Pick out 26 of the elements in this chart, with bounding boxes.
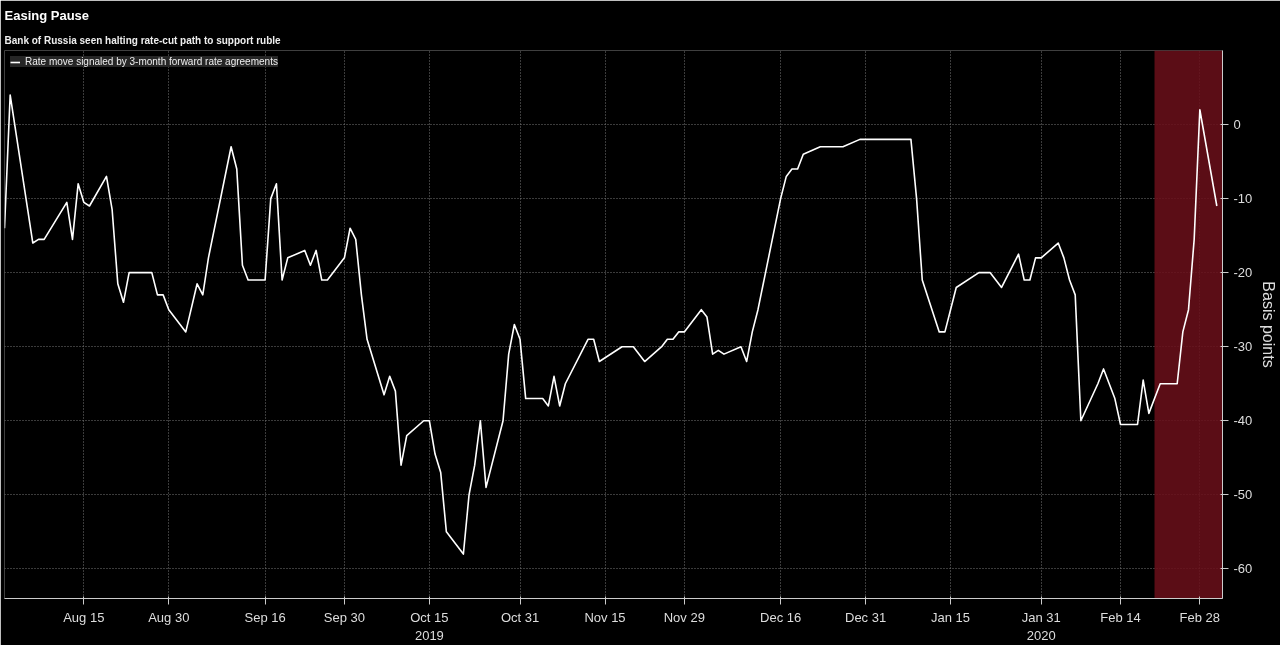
x-tick-label: Sep 30 [323, 609, 366, 625]
x-tick-label: Dec 16 [760, 609, 802, 625]
y-tick-label: -20 [1233, 265, 1253, 281]
y-tick-label: 0 [1233, 117, 1241, 133]
x-tick-label: Oct 15 2019 [410, 609, 449, 643]
x-tick-label: Nov 29 [663, 609, 705, 625]
y-tick-label: -30 [1233, 339, 1253, 355]
x-tick-label: Aug 15 [63, 609, 105, 625]
x-tick-label: Dec 31 [845, 609, 887, 625]
x-tick-label: Oct 31 [500, 609, 540, 625]
x-tick-label: Jan 15 [931, 609, 971, 625]
chart-subtitle: Bank of Russia seen halting rate-cut path to support ruble [4, 34, 282, 46]
y-tick-label: -60 [1233, 561, 1253, 577]
legend-label: Rate move signaled by 3-month forward rate agreements [25, 56, 278, 67]
y-tick-label: -50 [1233, 487, 1253, 503]
y-axis-title: Basis points [1260, 281, 1278, 368]
x-tick-label: Nov 15 [584, 609, 626, 625]
x-tick-label: Jan 31 2020 [1021, 609, 1061, 643]
y-tick-label: -10 [1233, 191, 1253, 207]
x-tick-label: Sep 16 [244, 609, 286, 625]
line-series [4, 94, 1218, 555]
x-tick-label: Aug 30 [148, 609, 190, 625]
y-tick-label: -40 [1233, 413, 1253, 429]
x-tick-label: Feb 28 [1179, 609, 1221, 625]
chart-title: Easing Pause [4, 7, 90, 23]
x-tick-label: Feb 14 [1100, 609, 1141, 625]
